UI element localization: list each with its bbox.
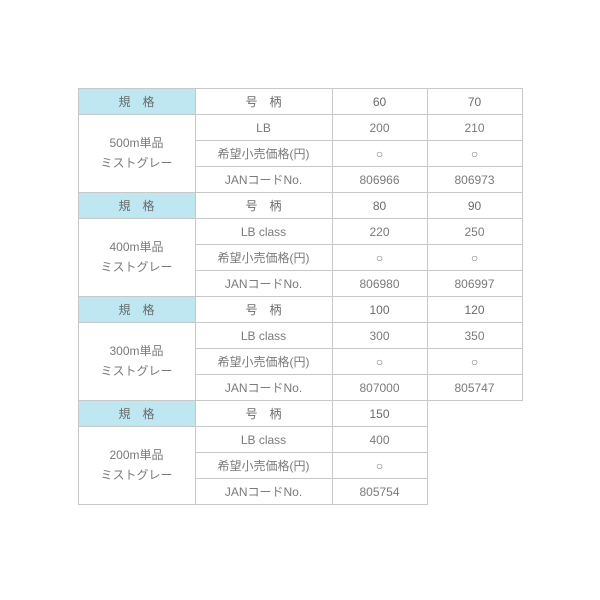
header-col: 150 <box>332 401 427 427</box>
section-name-l2: ミストグレー <box>100 156 172 170</box>
section-name-l1: 200m単品 <box>109 448 163 462</box>
spec-table: 規 格 号 柄 60 70 500m単品 ミストグレー LB 200 210 希… <box>78 88 523 505</box>
header-spec: 規 格 <box>78 401 195 427</box>
row-label-jan: JANコードNo. <box>195 375 332 401</box>
row-label-lb: LB class <box>195 323 332 349</box>
empty-cell <box>427 401 522 505</box>
row-label-jan: JANコードNo. <box>195 271 332 297</box>
header-spec: 規 格 <box>78 297 195 323</box>
row-label-lb: LB <box>195 115 332 141</box>
section-name-l1: 400m単品 <box>109 240 163 254</box>
cell-lb: 200 <box>332 115 427 141</box>
section-name-l2: ミストグレー <box>100 260 172 274</box>
cell-jan: 805747 <box>427 375 522 401</box>
cell-price: ○ <box>332 349 427 375</box>
cell-lb: 350 <box>427 323 522 349</box>
cell-lb: 250 <box>427 219 522 245</box>
cell-jan: 806997 <box>427 271 522 297</box>
header-col: 120 <box>427 297 522 323</box>
row-label-lb: LB class <box>195 427 332 453</box>
section-name-l2: ミストグレー <box>100 364 172 378</box>
section-name: 500m単品 ミストグレー <box>78 115 195 193</box>
header-col: 70 <box>427 89 522 115</box>
header-pattern: 号 柄 <box>195 89 332 115</box>
cell-jan: 806966 <box>332 167 427 193</box>
header-col: 100 <box>332 297 427 323</box>
cell-jan: 807000 <box>332 375 427 401</box>
row-label-jan: JANコードNo. <box>195 167 332 193</box>
cell-price: ○ <box>332 453 427 479</box>
row-label-price: 希望小売価格(円) <box>195 141 332 167</box>
section-name: 200m単品 ミストグレー <box>78 427 195 505</box>
cell-lb: 400 <box>332 427 427 453</box>
cell-lb: 220 <box>332 219 427 245</box>
cell-price: ○ <box>332 141 427 167</box>
row-label-price: 希望小売価格(円) <box>195 453 332 479</box>
cell-jan: 806980 <box>332 271 427 297</box>
cell-price: ○ <box>427 141 522 167</box>
row-label-price: 希望小売価格(円) <box>195 245 332 271</box>
cell-jan: 805754 <box>332 479 427 505</box>
cell-price: ○ <box>427 349 522 375</box>
cell-lb: 300 <box>332 323 427 349</box>
row-label-price: 希望小売価格(円) <box>195 349 332 375</box>
section-name: 400m単品 ミストグレー <box>78 219 195 297</box>
row-label-lb: LB class <box>195 219 332 245</box>
header-pattern: 号 柄 <box>195 297 332 323</box>
header-col: 60 <box>332 89 427 115</box>
header-spec: 規 格 <box>78 193 195 219</box>
cell-lb: 210 <box>427 115 522 141</box>
section-name-l1: 300m単品 <box>109 344 163 358</box>
row-label-jan: JANコードNo. <box>195 479 332 505</box>
header-pattern: 号 柄 <box>195 401 332 427</box>
cell-price: ○ <box>427 245 522 271</box>
cell-jan: 806973 <box>427 167 522 193</box>
section-name: 300m単品 ミストグレー <box>78 323 195 401</box>
section-name-l2: ミストグレー <box>100 468 172 482</box>
cell-price: ○ <box>332 245 427 271</box>
header-col: 90 <box>427 193 522 219</box>
section-name-l1: 500m単品 <box>109 136 163 150</box>
header-col: 80 <box>332 193 427 219</box>
header-spec: 規 格 <box>78 89 195 115</box>
header-pattern: 号 柄 <box>195 193 332 219</box>
